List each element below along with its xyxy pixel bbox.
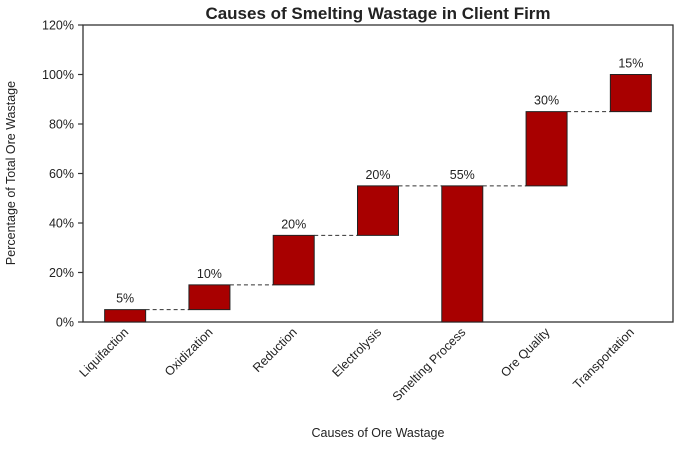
bar-ore-quality <box>525 111 568 187</box>
bar-reduction <box>272 234 315 286</box>
data-label: 5% <box>116 292 134 306</box>
data-label: 20% <box>281 217 306 231</box>
y-tick-label: 120% <box>42 19 74 33</box>
x-tick-label: Transportation <box>570 325 637 392</box>
data-label: 30% <box>534 94 559 108</box>
x-tick-label: Liquifaction <box>77 325 132 380</box>
x-tick-label: Ore Quality <box>498 325 553 380</box>
x-tick-label: Electrolysis <box>330 325 385 380</box>
y-axis-label: Percentage of Total Ore Wastage <box>4 81 18 265</box>
bar-oxidization <box>188 284 231 311</box>
data-label: 10% <box>197 267 222 281</box>
data-label: 20% <box>365 168 390 182</box>
y-tick-label: 100% <box>42 68 74 82</box>
x-tick-label: Smelting Process <box>390 325 469 404</box>
y-tick-label: 80% <box>49 118 74 132</box>
bar-transportation <box>609 74 652 113</box>
bar-electrolysis <box>357 185 399 236</box>
x-tick-label: Reduction <box>250 325 300 375</box>
chart-title: Causes of Smelting Wastage in Client Fir… <box>205 4 550 23</box>
y-tick-label: 0% <box>56 316 74 330</box>
data-label: 55% <box>450 168 475 182</box>
y-tick-label: 20% <box>49 266 74 280</box>
y-tick-label: 60% <box>49 167 74 181</box>
bar-smelting-process <box>441 185 484 323</box>
x-axis-label: Causes of Ore Wastage <box>312 426 445 440</box>
x-tick-label: Oxidization <box>162 325 216 379</box>
y-tick-label: 40% <box>49 217 74 231</box>
bar-liquifaction <box>104 309 147 323</box>
data-label: 15% <box>618 57 643 71</box>
